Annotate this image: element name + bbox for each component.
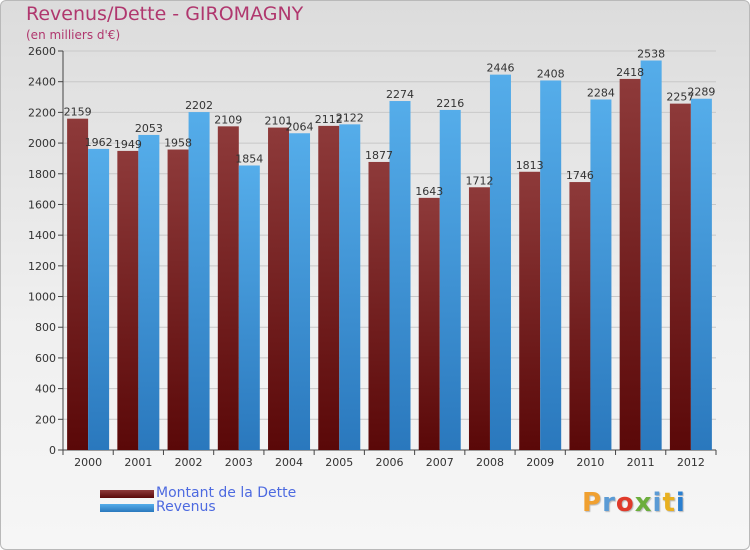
- bar-dette: [368, 161, 390, 450]
- x-tick-label: 2002: [175, 456, 203, 469]
- data-label-dette: 2101: [265, 115, 293, 128]
- bar-revenus: [188, 112, 210, 450]
- x-tick-label: 2012: [677, 456, 705, 469]
- logo-letter: r: [602, 488, 616, 518]
- data-label-dette: 1958: [164, 137, 192, 150]
- bar-revenus: [138, 134, 160, 450]
- y-tick-label: 600: [35, 352, 56, 365]
- data-label-revenus: 2274: [386, 88, 414, 101]
- data-label-dette: 2257: [666, 91, 694, 104]
- logo-letter: o: [615, 488, 635, 518]
- bar-dette: [67, 118, 89, 450]
- data-label-dette: 2159: [64, 106, 92, 119]
- bar-revenus: [590, 99, 612, 451]
- legend-label-dette: Montant de la Dette: [156, 485, 297, 501]
- bar-revenus: [238, 165, 260, 451]
- bar-dette: [167, 149, 189, 450]
- x-tick-label: 2003: [225, 456, 253, 469]
- bar-revenus: [540, 80, 562, 451]
- legend-label-revenus: Revenus: [156, 499, 216, 515]
- data-label-revenus: 2053: [135, 122, 163, 135]
- logo-letter: t: [662, 488, 676, 518]
- bar-dette: [268, 127, 290, 451]
- data-label-revenus: 1854: [235, 152, 263, 165]
- x-tick-label: 2008: [476, 456, 504, 469]
- data-label-revenus: 2202: [185, 99, 213, 112]
- chart-title: Revenus/Dette - GIROMAGNY: [26, 3, 304, 25]
- y-tick-label: 0: [49, 444, 56, 457]
- bar-dette: [619, 78, 641, 451]
- bar-dette: [117, 150, 139, 451]
- x-tick-label: 2006: [376, 456, 404, 469]
- y-tick-label: 2400: [28, 76, 56, 89]
- proxiti-logo: Proxiti: [582, 488, 686, 518]
- data-label-dette: 1813: [516, 159, 544, 172]
- x-tick-label: 2007: [426, 456, 454, 469]
- bar-revenus: [690, 98, 712, 451]
- bar-dette: [217, 126, 239, 451]
- x-tick-label: 2005: [325, 456, 353, 469]
- bar-revenus: [88, 148, 110, 451]
- data-label-revenus: 2216: [436, 97, 464, 110]
- axes: 0 200 400 600 800 1000 1200 1400 1600 1800 2000 220…: [28, 45, 717, 469]
- data-label-dette: 2109: [214, 113, 242, 126]
- x-tick-label: 2009: [526, 456, 554, 469]
- bar-revenus: [289, 133, 311, 451]
- data-label-dette: 1643: [415, 185, 443, 198]
- y-tick-label: 200: [35, 413, 56, 426]
- chart-subtitle: (en milliers d'€): [26, 28, 121, 42]
- logo-letter: x: [634, 488, 653, 518]
- x-tick-label: 2010: [576, 456, 604, 469]
- data-label-revenus: 1962: [85, 136, 113, 149]
- data-label-revenus: 2284: [587, 86, 615, 99]
- bar-dette: [569, 182, 591, 450]
- legend-swatch-dette: [100, 490, 154, 498]
- x-tick-label: 2011: [627, 456, 655, 469]
- data-label-revenus: 2122: [336, 111, 364, 124]
- bar-dette: [318, 125, 340, 451]
- logo-letter: P: [582, 488, 603, 518]
- y-tick-label: 2000: [28, 137, 56, 150]
- bar-revenus: [389, 101, 411, 450]
- legend-swatch-revenus: [100, 504, 154, 512]
- y-tick-label: 1200: [28, 260, 56, 273]
- y-tick-label: 400: [35, 383, 56, 396]
- data-label-dette: 1877: [365, 149, 393, 162]
- bar-dette: [669, 103, 691, 451]
- data-label-dette: 1746: [566, 169, 594, 182]
- data-label-revenus: 2289: [687, 86, 715, 99]
- bar-revenus: [439, 109, 461, 450]
- bars: [67, 60, 712, 451]
- y-tick-label: 1600: [28, 198, 56, 211]
- logo-letter: i: [652, 488, 663, 518]
- y-tick-label: 800: [35, 321, 56, 334]
- bar-dette: [519, 171, 541, 450]
- data-label-dette: 2112: [315, 113, 343, 126]
- data-label-dette: 1712: [465, 174, 493, 187]
- y-tick-label: 1800: [28, 168, 56, 181]
- y-tick-label: 2200: [28, 106, 56, 119]
- logo-letter: i: [675, 488, 686, 518]
- bar-revenus: [640, 60, 662, 450]
- data-label-dette: 2418: [616, 66, 644, 79]
- data-label-revenus: 2064: [286, 120, 314, 133]
- data-label-revenus: 2408: [537, 67, 565, 80]
- bar-dette: [418, 197, 440, 450]
- y-tick-label: 1400: [28, 229, 56, 242]
- bar-revenus: [339, 124, 361, 450]
- bar-revenus: [489, 74, 511, 450]
- data-label-revenus: 2538: [637, 48, 665, 61]
- y-tick-label: 2600: [28, 45, 56, 58]
- x-tick-label: 2001: [124, 456, 152, 469]
- data-label-dette: 1949: [114, 138, 142, 151]
- x-tick-label: 2004: [275, 456, 303, 469]
- bar-dette: [468, 187, 490, 450]
- y-tick-label: 1000: [28, 291, 56, 304]
- x-tick-label: 2000: [74, 456, 102, 469]
- data-label-revenus: 2446: [486, 62, 514, 75]
